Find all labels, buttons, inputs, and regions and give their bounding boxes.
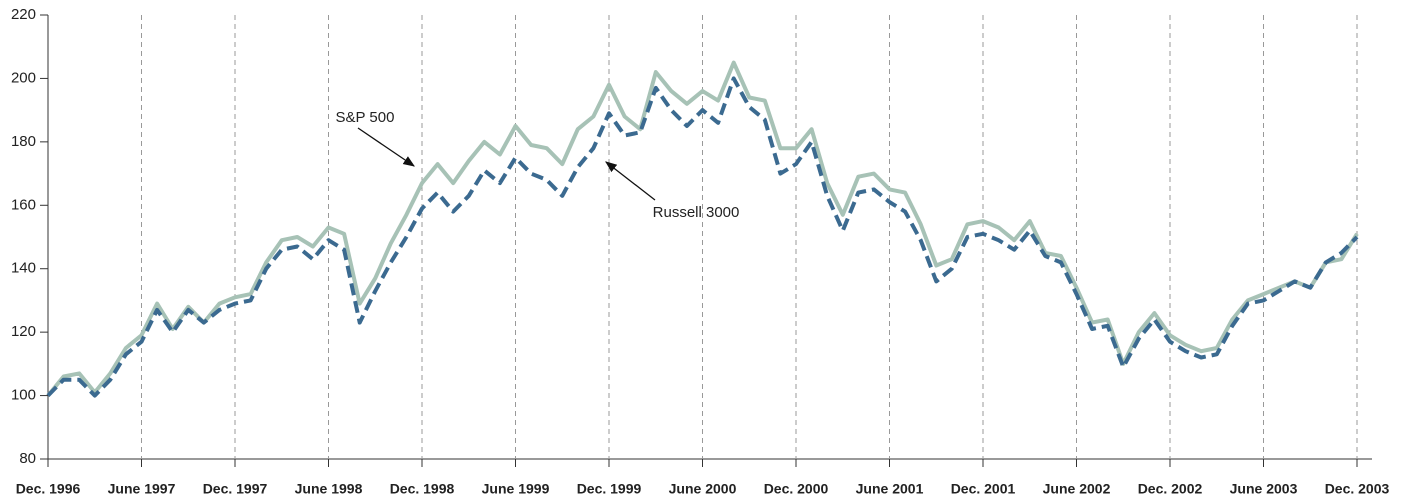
- series-line: [46, 76, 1359, 398]
- y-tick-label: 120: [11, 323, 36, 340]
- x-tick-label: Dec. 1997: [203, 481, 268, 497]
- x-tick-label: Dec. 2001: [951, 481, 1016, 497]
- series-line: [46, 60, 1359, 397]
- x-tick-label: June 1997: [108, 481, 176, 497]
- y-tick-label: 140: [11, 260, 36, 277]
- x-tick-label: June 2003: [1230, 481, 1298, 497]
- y-tick-label: 100: [11, 387, 36, 404]
- x-tick-label: Dec. 1998: [390, 481, 455, 497]
- y-tick-label: 80: [19, 450, 36, 467]
- annotation-arrow: [605, 161, 656, 201]
- x-tick-label: Dec. 1996: [16, 481, 81, 497]
- y-tick-label: 160: [11, 196, 36, 213]
- x-tick-label: Dec. 2002: [1138, 481, 1203, 497]
- x-tick-label: June 1998: [295, 481, 363, 497]
- y-tick-label: 220: [11, 6, 36, 23]
- annotation: S&P 500: [336, 109, 395, 126]
- x-tick-label: June 2002: [1043, 481, 1111, 497]
- x-tick-label: June 1999: [482, 481, 550, 497]
- x-tick-label: June 2000: [669, 481, 737, 497]
- annotation: Russell 3000: [653, 204, 740, 221]
- y-tick-label: 180: [11, 133, 36, 150]
- x-tick-label: Dec. 1999: [577, 481, 642, 497]
- x-tick-label: June 2001: [856, 481, 924, 497]
- x-tick-label: Dec. 2000: [764, 481, 829, 497]
- x-tick-label: Dec. 2003: [1325, 481, 1390, 497]
- annotation-arrow: [357, 127, 415, 167]
- plot: [46, 60, 1359, 398]
- grid: [141, 15, 1358, 459]
- y-tick-label: 200: [11, 69, 36, 86]
